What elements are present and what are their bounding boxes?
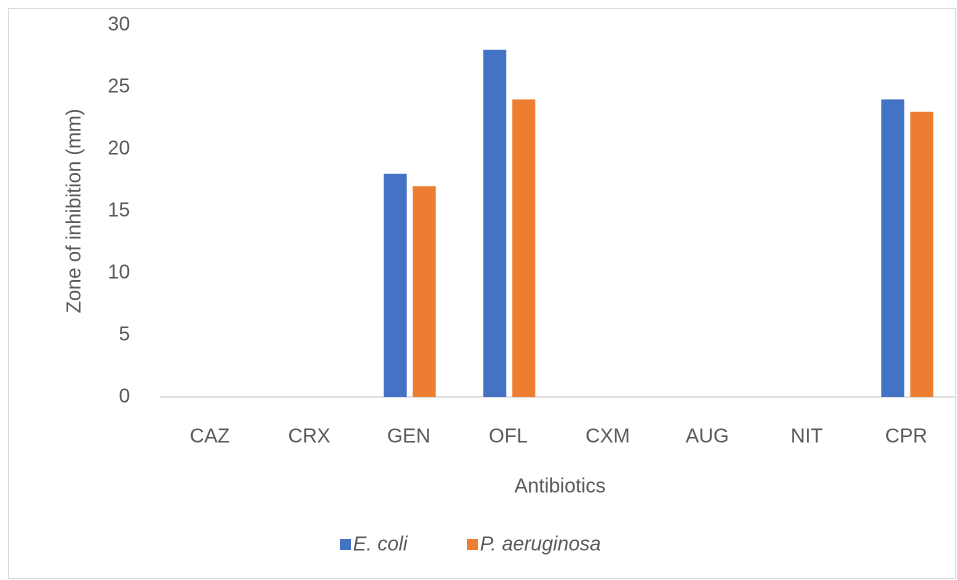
legend-label: P. aeruginosa xyxy=(480,533,601,555)
y-tick-label: 15 xyxy=(108,199,130,221)
y-tick-label: 10 xyxy=(108,261,130,283)
x-tick-label: CPR xyxy=(885,425,927,447)
x-tick-label: AUG xyxy=(686,425,729,447)
bar xyxy=(512,99,536,398)
x-tick-label: CAZ xyxy=(190,425,230,447)
y-tick-label: 0 xyxy=(119,385,130,407)
x-tick-label: OFL xyxy=(489,425,528,447)
bar xyxy=(412,186,436,397)
y-tick-label: 5 xyxy=(119,323,130,345)
bar xyxy=(383,173,407,397)
legend-swatch xyxy=(467,539,478,550)
y-axis-title: Zone of inhibition (mm) xyxy=(63,109,85,314)
bar xyxy=(881,99,905,398)
legend-label: E. coli xyxy=(353,533,408,555)
bar xyxy=(910,111,934,398)
x-tick-label: NIT xyxy=(791,425,823,447)
x-tick-label: CRX xyxy=(288,425,330,447)
y-tick-label: 20 xyxy=(108,137,130,159)
y-tick-label: 30 xyxy=(108,13,130,35)
x-tick-label: GEN xyxy=(387,425,430,447)
chart-frame xyxy=(8,8,956,579)
bar xyxy=(483,49,507,398)
y-tick-label: 25 xyxy=(108,75,130,97)
legend-swatch xyxy=(340,539,351,550)
x-tick-label: CXM xyxy=(586,425,630,447)
x-axis-title: Antibiotics xyxy=(514,475,605,497)
